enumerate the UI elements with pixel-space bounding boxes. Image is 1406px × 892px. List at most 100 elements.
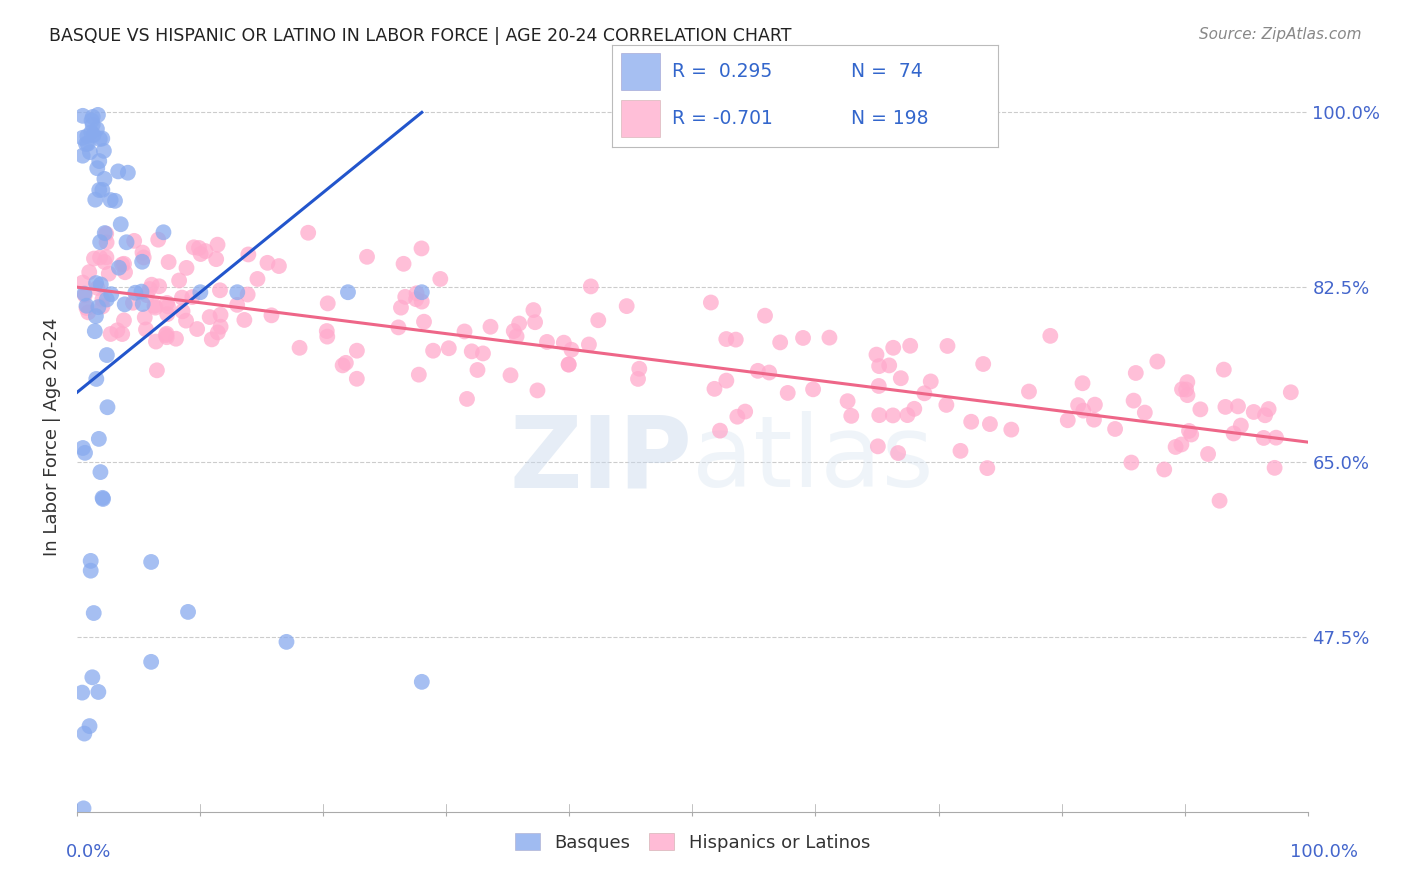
Point xyxy=(138,282,160,296)
Point xyxy=(882,341,904,355)
Point xyxy=(505,329,527,343)
Point xyxy=(148,233,170,247)
Point xyxy=(79,145,101,160)
Point xyxy=(734,404,756,418)
Point xyxy=(818,330,841,344)
Point xyxy=(157,255,180,269)
Point xyxy=(73,288,96,302)
Point xyxy=(87,685,110,699)
Point xyxy=(1125,366,1147,380)
Point xyxy=(111,326,134,341)
Point xyxy=(75,137,97,152)
Point xyxy=(526,384,548,398)
Point xyxy=(89,235,111,249)
Point xyxy=(156,307,179,321)
Point xyxy=(132,297,155,311)
Point xyxy=(72,441,94,455)
Point xyxy=(93,144,115,158)
Point xyxy=(1056,413,1078,427)
Point xyxy=(141,555,163,569)
Point xyxy=(839,409,862,423)
Point xyxy=(233,313,256,327)
Point xyxy=(392,257,415,271)
Point xyxy=(86,161,108,176)
Point xyxy=(84,276,107,290)
Point xyxy=(536,334,558,349)
Point xyxy=(76,301,98,315)
Point xyxy=(316,296,339,310)
Point xyxy=(80,564,103,578)
Point xyxy=(131,285,153,299)
Point xyxy=(205,252,228,267)
Text: R =  0.295: R = 0.295 xyxy=(672,62,772,81)
Point xyxy=(627,372,650,386)
Point xyxy=(82,118,104,132)
Point xyxy=(93,226,115,240)
Point xyxy=(72,276,94,290)
Point xyxy=(1067,398,1090,412)
Point xyxy=(725,409,748,424)
Point xyxy=(1227,400,1250,414)
Point xyxy=(186,322,208,336)
Point xyxy=(1279,385,1302,400)
Point xyxy=(207,237,229,252)
Point xyxy=(188,241,211,255)
Point xyxy=(837,394,859,409)
Point xyxy=(181,290,204,304)
Point xyxy=(256,256,278,270)
Point xyxy=(91,300,114,314)
Point xyxy=(896,408,918,422)
Point xyxy=(86,122,108,136)
Point xyxy=(135,322,157,336)
Point xyxy=(110,217,132,231)
Point xyxy=(89,251,111,265)
Point xyxy=(1170,437,1192,451)
Point xyxy=(201,332,224,346)
Point xyxy=(979,417,1001,431)
Point xyxy=(1212,362,1234,376)
Point xyxy=(890,371,912,385)
Point xyxy=(1253,431,1275,445)
Point xyxy=(553,335,575,350)
Point xyxy=(114,297,136,311)
Point xyxy=(84,193,107,207)
Point xyxy=(77,305,100,319)
Point xyxy=(96,401,118,415)
Point xyxy=(87,108,110,122)
Point xyxy=(972,357,994,371)
Point xyxy=(100,193,122,207)
Point xyxy=(1257,402,1279,417)
Point xyxy=(96,227,118,241)
Point xyxy=(167,273,190,287)
Point xyxy=(148,279,170,293)
Text: atlas: atlas xyxy=(693,411,934,508)
Point xyxy=(461,344,484,359)
Point xyxy=(1000,423,1022,437)
Point xyxy=(155,326,177,341)
Point xyxy=(437,341,460,355)
Point xyxy=(165,332,187,346)
Point xyxy=(122,234,145,248)
Text: 0.0%: 0.0% xyxy=(66,843,111,861)
Point xyxy=(156,300,179,314)
Text: Source: ZipAtlas.com: Source: ZipAtlas.com xyxy=(1198,27,1361,42)
Point xyxy=(76,136,98,151)
Point xyxy=(276,635,298,649)
Point xyxy=(1254,409,1277,423)
Point xyxy=(122,295,145,310)
Point xyxy=(198,310,221,324)
Point xyxy=(1208,493,1230,508)
Point xyxy=(76,299,98,313)
Point xyxy=(524,315,547,329)
Point xyxy=(1039,329,1062,343)
Point xyxy=(236,287,259,301)
Point xyxy=(91,491,114,506)
Y-axis label: In Labor Force | Age 20-24: In Labor Force | Age 20-24 xyxy=(44,318,62,557)
Point xyxy=(920,375,942,389)
Point xyxy=(1104,422,1126,436)
Point xyxy=(89,132,111,146)
Point xyxy=(758,366,780,380)
Point xyxy=(868,359,890,373)
Point xyxy=(174,313,197,327)
Point xyxy=(73,726,96,740)
